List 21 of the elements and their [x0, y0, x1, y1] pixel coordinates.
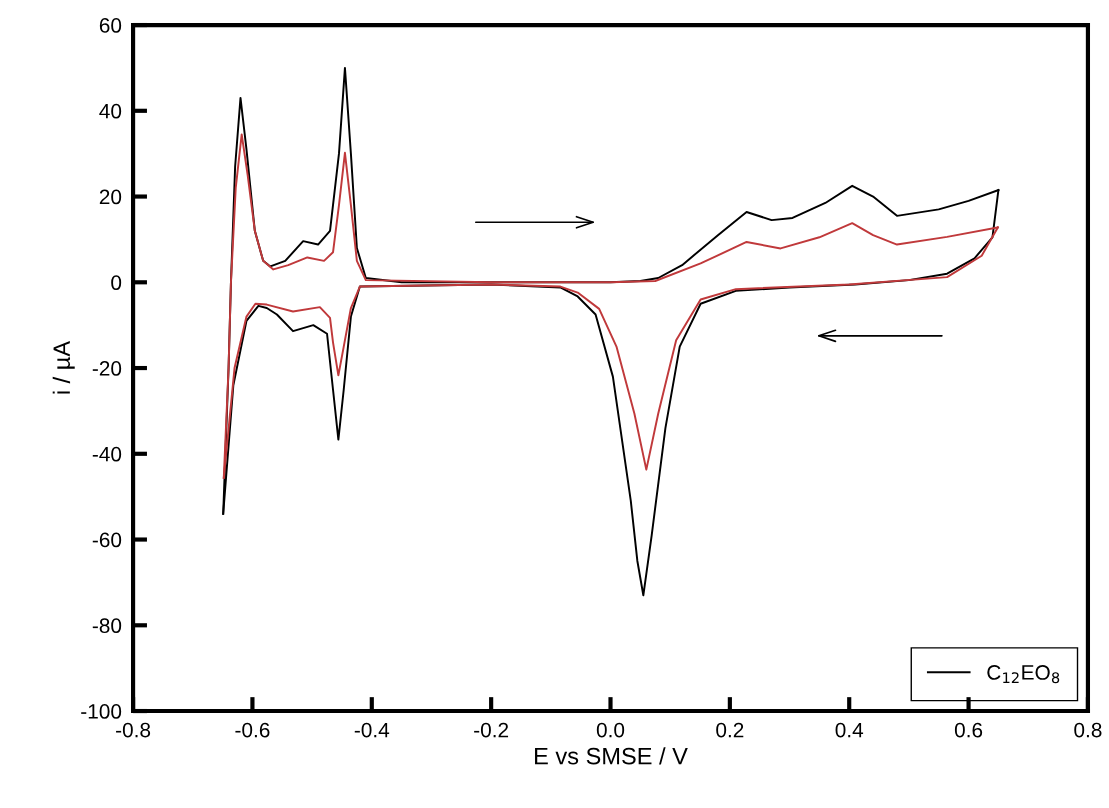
x-tick-label: 0.6: [954, 722, 983, 738]
x-axis-title: E vs SMSE / V: [535, 747, 688, 765]
x-tick-label: 0.0: [596, 722, 625, 738]
x-tick-label: -0.6: [235, 722, 270, 738]
y-tick-label: 40: [99, 103, 122, 119]
y-tick-label: 0: [111, 275, 122, 291]
y-tick-label: 20: [99, 189, 122, 205]
y-axis-title: i / µA: [52, 340, 75, 394]
y-tick-label: -80: [92, 618, 122, 634]
x-tick-label: 0.4: [835, 722, 864, 738]
y-tick-label: 60: [99, 18, 122, 33]
x-tick-label: -0.2: [474, 722, 509, 738]
y-tick-label: -20: [92, 361, 122, 376]
legend-label: C$_{12}$EO$_{8}$: [987, 665, 1060, 684]
y-tick-label: -60: [92, 532, 122, 548]
y-tick-label: -40: [92, 446, 122, 462]
x-tick-label: 0.2: [716, 722, 744, 738]
y-tick-label: -100: [81, 704, 122, 719]
x-tick-label: 0.8: [1074, 722, 1102, 738]
x-tick-label: -0.4: [354, 722, 390, 738]
x-tick-label: -0.8: [116, 722, 151, 738]
